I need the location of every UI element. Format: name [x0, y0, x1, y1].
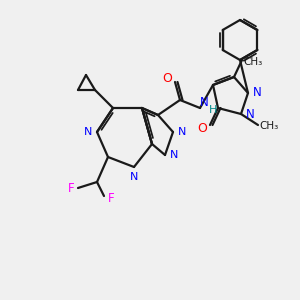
Text: N: N [170, 150, 178, 160]
Text: N: N [200, 97, 208, 110]
Text: N: N [246, 107, 254, 121]
Text: N: N [130, 172, 138, 182]
Text: H: H [209, 105, 217, 115]
Text: CH₃: CH₃ [243, 57, 262, 67]
Text: N: N [84, 127, 92, 137]
Text: N: N [178, 127, 186, 137]
Text: O: O [162, 71, 172, 85]
Text: F: F [68, 182, 74, 194]
Text: CH₃: CH₃ [260, 121, 279, 131]
Text: O: O [197, 122, 207, 134]
Text: F: F [108, 193, 114, 206]
Text: N: N [253, 86, 261, 100]
